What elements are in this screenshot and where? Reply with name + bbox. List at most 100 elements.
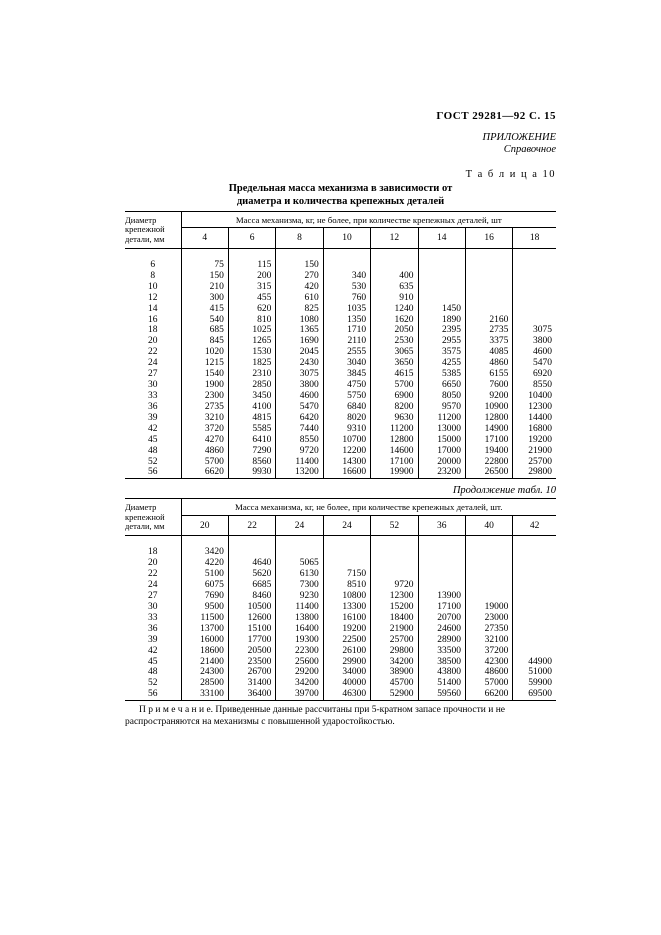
data-cell: 6650 bbox=[418, 380, 465, 391]
data-cell bbox=[513, 602, 556, 613]
data-cell: 3650 bbox=[371, 358, 418, 369]
data-cell: 17000 bbox=[418, 446, 465, 457]
data-cell: 5065 bbox=[276, 558, 323, 569]
data-cell: 19200 bbox=[513, 435, 556, 446]
data-cell: 8550 bbox=[513, 380, 556, 391]
data-cell: 910 bbox=[371, 293, 418, 304]
data-cell: 7600 bbox=[465, 380, 512, 391]
data-cell: 39700 bbox=[276, 689, 323, 700]
data-cell: 1350 bbox=[323, 315, 370, 326]
data-cell: 6685 bbox=[228, 580, 275, 591]
data-cell bbox=[323, 260, 370, 271]
data-cell: 15100 bbox=[228, 624, 275, 635]
data-cell: 7290 bbox=[228, 446, 275, 457]
data-cell bbox=[418, 293, 465, 304]
data-cell: 6900 bbox=[371, 391, 418, 402]
col-header: 24 bbox=[323, 515, 370, 536]
diameter-cell: 33 bbox=[125, 391, 181, 402]
data-cell: 300 bbox=[181, 293, 228, 304]
data-cell bbox=[513, 646, 556, 657]
data-cell: 1020 bbox=[181, 347, 228, 358]
data-cell: 38900 bbox=[371, 667, 418, 678]
data-cell: 17100 bbox=[418, 602, 465, 613]
col-header: 12 bbox=[371, 228, 418, 249]
data-cell: 48600 bbox=[465, 667, 512, 678]
data-cell bbox=[371, 558, 418, 569]
data-cell: 9570 bbox=[418, 402, 465, 413]
data-cell: 9630 bbox=[371, 413, 418, 424]
data-cell: 28900 bbox=[418, 635, 465, 646]
data-cell: 7440 bbox=[276, 424, 323, 435]
data-cell: 2530 bbox=[371, 336, 418, 347]
data-cell: 13300 bbox=[323, 602, 370, 613]
data-cell: 18400 bbox=[371, 613, 418, 624]
data-cell: 22800 bbox=[465, 457, 512, 468]
data-cell: 5620 bbox=[228, 569, 275, 580]
data-cell bbox=[513, 547, 556, 558]
row-header-2: Диаметр крепежной детали, мм bbox=[125, 499, 181, 536]
col-header: 8 bbox=[276, 228, 323, 249]
data-cell: 315 bbox=[228, 282, 275, 293]
data-cell: 1080 bbox=[276, 315, 323, 326]
data-cell: 59560 bbox=[418, 689, 465, 700]
data-cell bbox=[418, 558, 465, 569]
data-cell: 8510 bbox=[323, 580, 370, 591]
data-cell: 25600 bbox=[276, 657, 323, 668]
data-cell bbox=[513, 591, 556, 602]
data-cell: 22300 bbox=[276, 646, 323, 657]
data-cell: 6920 bbox=[513, 369, 556, 380]
mass-header: Масса механизма, кг, не более, при колич… bbox=[181, 212, 556, 228]
data-cell: 4600 bbox=[513, 347, 556, 358]
data-cell: 9200 bbox=[465, 391, 512, 402]
diameter-cell: 52 bbox=[125, 678, 181, 689]
data-cell bbox=[513, 260, 556, 271]
data-cell: 16000 bbox=[181, 635, 228, 646]
diameter-cell: 24 bbox=[125, 580, 181, 591]
data-cell: 4270 bbox=[181, 435, 228, 446]
data-cell: 10800 bbox=[323, 591, 370, 602]
data-cell: 115 bbox=[228, 260, 275, 271]
data-cell: 29900 bbox=[323, 657, 370, 668]
data-cell bbox=[513, 569, 556, 580]
data-cell: 11200 bbox=[418, 413, 465, 424]
data-cell bbox=[465, 282, 512, 293]
data-cell: 7150 bbox=[323, 569, 370, 580]
data-cell: 34200 bbox=[276, 678, 323, 689]
data-cell: 3065 bbox=[371, 347, 418, 358]
data-cell: 5470 bbox=[276, 402, 323, 413]
data-cell: 1365 bbox=[276, 325, 323, 336]
data-cell: 3375 bbox=[465, 336, 512, 347]
diameter-cell: 20 bbox=[125, 558, 181, 569]
data-cell: 19400 bbox=[465, 446, 512, 457]
mass-header-2: Масса механизма, кг, не более, при колич… bbox=[181, 499, 556, 515]
data-cell: 6620 bbox=[181, 467, 228, 478]
data-cell: 1450 bbox=[418, 304, 465, 315]
data-cell: 5585 bbox=[228, 424, 275, 435]
data-cell bbox=[465, 304, 512, 315]
col-header: 52 bbox=[371, 515, 418, 536]
data-cell: 23500 bbox=[228, 657, 275, 668]
data-cell: 25700 bbox=[513, 457, 556, 468]
data-cell: 610 bbox=[276, 293, 323, 304]
data-cell bbox=[513, 558, 556, 569]
data-cell: 11200 bbox=[371, 424, 418, 435]
data-cell: 9230 bbox=[276, 591, 323, 602]
data-cell: 15000 bbox=[418, 435, 465, 446]
data-cell: 22500 bbox=[323, 635, 370, 646]
row-header: Диаметр крепежной детали, мм bbox=[125, 212, 181, 249]
data-cell: 15200 bbox=[371, 602, 418, 613]
data-cell: 66200 bbox=[465, 689, 512, 700]
data-cell bbox=[276, 547, 323, 558]
data-cell: 25700 bbox=[371, 635, 418, 646]
data-cell: 2050 bbox=[371, 325, 418, 336]
data-cell: 620 bbox=[228, 304, 275, 315]
data-cell: 16600 bbox=[323, 467, 370, 478]
data-cell: 40000 bbox=[323, 678, 370, 689]
data-cell: 14300 bbox=[323, 457, 370, 468]
data-cell: 14900 bbox=[465, 424, 512, 435]
data-cell: 26700 bbox=[228, 667, 275, 678]
data-cell: 12800 bbox=[371, 435, 418, 446]
data-cell: 6075 bbox=[181, 580, 228, 591]
diameter-cell: 42 bbox=[125, 646, 181, 657]
data-cell: 19000 bbox=[465, 602, 512, 613]
